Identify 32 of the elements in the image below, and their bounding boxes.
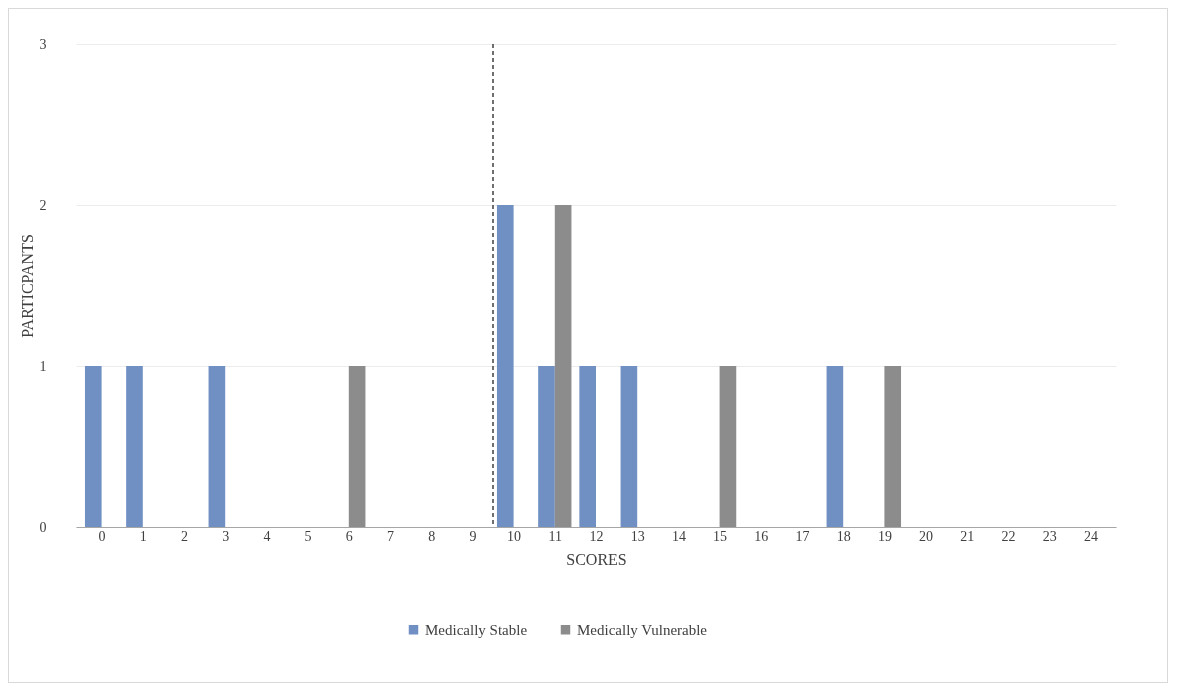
x-tick-label: 12: [589, 528, 604, 544]
x-tick-label: 5: [304, 528, 312, 544]
x-tick-label: 20: [919, 528, 934, 544]
legend-label: Medically Vulnerable: [577, 621, 708, 638]
y-axis-title: PARTICPANTS: [18, 234, 36, 338]
legend-label: Medically Stable: [425, 621, 528, 638]
y-tick-label: 1: [39, 358, 47, 374]
x-tick-label: 22: [1001, 528, 1016, 544]
x-tick-label: 8: [428, 528, 436, 544]
x-tick-label: 1: [139, 528, 147, 544]
x-tick-label: 16: [754, 528, 769, 544]
x-tick-label: 3: [222, 528, 230, 544]
x-tick-label: 14: [671, 528, 686, 544]
x-tick-label: 13: [630, 528, 645, 544]
x-tick-label: 11: [548, 528, 563, 544]
x-tick-label: 4: [263, 528, 271, 544]
x-tick-label: 2: [181, 528, 188, 544]
y-tick-label: 3: [39, 36, 47, 52]
x-tick-label: 9: [469, 528, 477, 544]
x-tick-label: 21: [960, 528, 975, 544]
x-tick-label: 6: [345, 528, 353, 544]
x-tick-label: 7: [387, 528, 394, 544]
x-tick-label: 19: [877, 528, 892, 544]
x-tick-label: 23: [1042, 528, 1057, 544]
x-tick-label: 18: [836, 528, 851, 544]
x-tick-label: 0: [98, 528, 106, 544]
x-tick-label: 24: [1083, 528, 1098, 544]
x-tick-label: 10: [507, 528, 522, 544]
y-tick-label: 2: [39, 197, 47, 213]
x-tick-label: 15: [713, 528, 728, 544]
x-axis-title: SCORES: [566, 550, 627, 568]
x-tick-label: 17: [795, 528, 810, 544]
